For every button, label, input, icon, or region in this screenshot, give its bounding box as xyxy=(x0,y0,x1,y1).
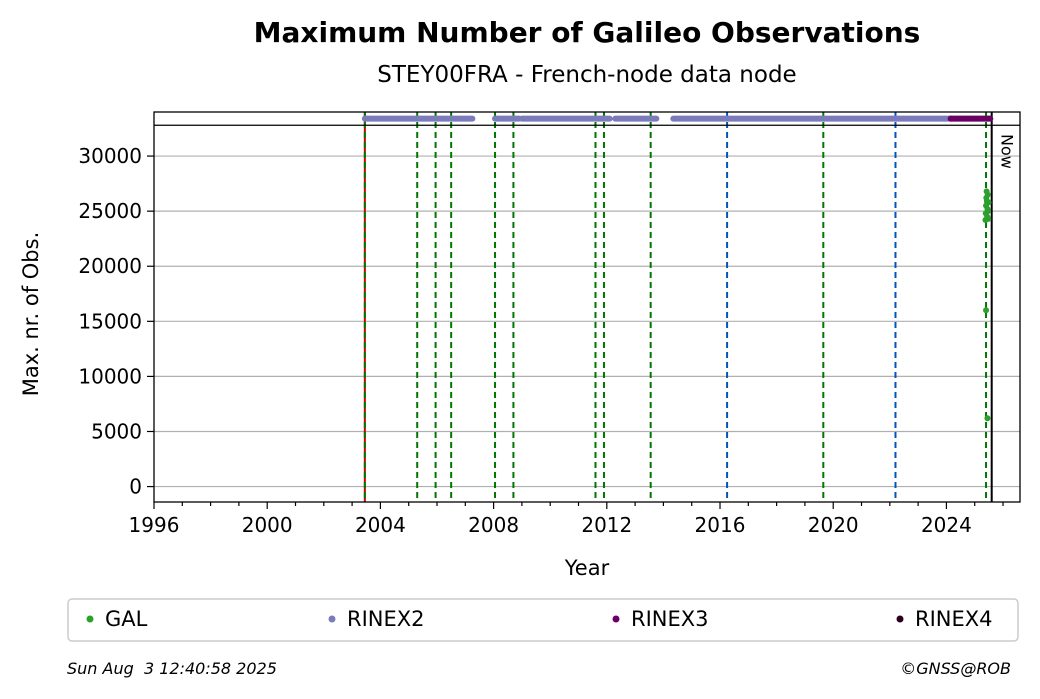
legend-label: RINEX2 xyxy=(347,607,425,631)
data-point xyxy=(984,415,991,422)
y-tick-label: 25000 xyxy=(78,199,142,223)
data-point xyxy=(983,307,990,314)
chart-title: Maximum Number of Galileo Observations xyxy=(254,16,921,49)
x-axis-label: Year xyxy=(564,556,610,580)
y-tick-label: 5000 xyxy=(91,419,142,443)
legend-label: GAL xyxy=(105,607,148,631)
x-tick-label: 2008 xyxy=(468,513,519,537)
grid-lines xyxy=(154,155,1020,488)
plot-frame xyxy=(153,111,1021,503)
legend-marker xyxy=(612,615,620,623)
legend-items: GAL RINEX2 RINEX3 RINEX4 xyxy=(86,607,993,631)
footer-credit: ©GNSS@ROB xyxy=(900,659,1011,678)
data-point xyxy=(985,208,992,215)
legend-label: RINEX3 xyxy=(631,607,709,631)
x-tick-label: 2024 xyxy=(921,513,972,537)
x-tick-label: 2004 xyxy=(355,513,406,537)
legend-marker xyxy=(328,615,336,623)
y-tick-label: 15000 xyxy=(78,309,142,333)
legend-marker xyxy=(86,615,94,623)
data-points xyxy=(361,115,994,422)
footer-timestamp: Sun Aug 3 12:40:58 2025 xyxy=(67,659,277,678)
data-point xyxy=(984,191,991,198)
x-tick-label: 2016 xyxy=(695,513,746,537)
data-point xyxy=(985,199,992,206)
y-tick-label: 20000 xyxy=(78,254,142,278)
y-axis-label: Max. nr. of Obs. xyxy=(19,232,43,397)
legend-label: RINEX4 xyxy=(915,607,993,631)
x-tick-label: 2020 xyxy=(808,513,859,537)
y-axis-ticks: 0 5000 10000 15000 20000 25000 30000 xyxy=(78,144,154,499)
x-tick-label: 2000 xyxy=(242,513,293,537)
y-tick-label: 0 xyxy=(129,475,142,499)
event-lines xyxy=(363,112,993,502)
legend: GAL RINEX2 RINEX3 RINEX4 xyxy=(67,598,1019,642)
chart-subtitle: STEY00FRA - French-node data node xyxy=(377,62,796,88)
x-axis-ticks: 1996 2000 2004 2008 2012 2016 2020 2024 xyxy=(129,502,1004,537)
legend-marker xyxy=(896,615,904,623)
data-point xyxy=(985,215,992,222)
now-label: Now xyxy=(998,134,1017,169)
x-tick-label: 2012 xyxy=(581,513,632,537)
x-tick-label: 1996 xyxy=(129,513,180,537)
y-tick-label: 30000 xyxy=(78,144,142,168)
y-tick-label: 10000 xyxy=(78,364,142,388)
legend-box xyxy=(67,598,1019,642)
